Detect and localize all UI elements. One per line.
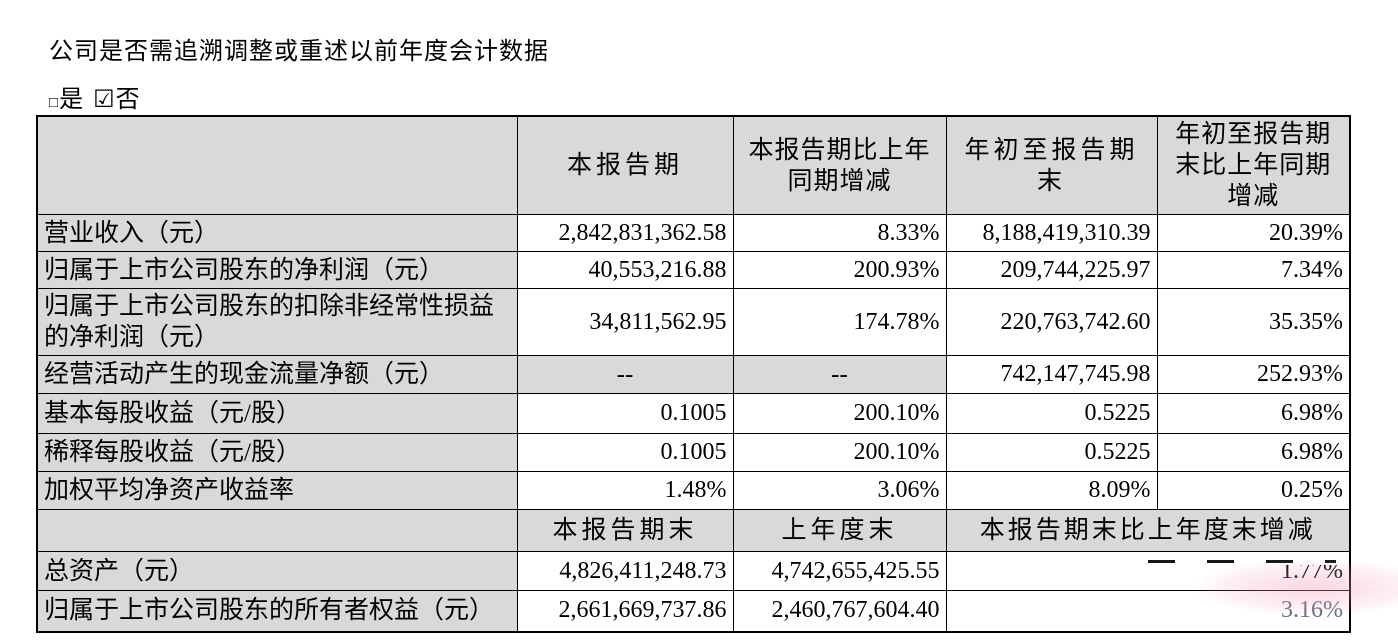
cell-yoy-change: 8.33% bbox=[732, 214, 947, 252]
row-label: 总资产（元） bbox=[36, 551, 518, 591]
table-row: 归属于上市公司股东的扣除非经常性损益的净利润（元） 34,811,562.95 … bbox=[36, 288, 1351, 356]
cell-ytd: 220,763,742.60 bbox=[945, 288, 1158, 356]
table-row: 基本每股收益（元/股） 0.1005 200.10% 0.5225 6.98% bbox=[36, 393, 1351, 434]
row-label: 经营活动产生的现金流量净额（元） bbox=[36, 355, 518, 394]
checkbox-checked-icon: ☑ bbox=[93, 87, 115, 113]
cell-ytd: 0.5225 bbox=[945, 393, 1158, 434]
cell-current-period: 0.1005 bbox=[516, 393, 734, 434]
cell-current-period: -- bbox=[516, 355, 734, 394]
table-header-row-yearend: 本报告期末 上年度末 本报告期末比上年度末增减 bbox=[36, 509, 1351, 552]
row-label: 基本每股收益（元/股） bbox=[36, 393, 518, 434]
option-no-label: 否 bbox=[115, 87, 140, 113]
cell-current-period: 2,842,831,362.58 bbox=[516, 214, 734, 252]
cell-ytd-change: 6.98% bbox=[1156, 393, 1351, 434]
cell-ytd-change: 252.93% bbox=[1156, 355, 1351, 394]
cell-change-vs-prior-year-end: 3.16% bbox=[945, 590, 1351, 632]
table-row: 加权平均净资产收益率 1.48% 3.06% 8.09% 0.25% bbox=[36, 471, 1351, 510]
cell-current-period: 34,811,562.95 bbox=[516, 288, 734, 356]
row-label: 归属于上市公司股东的所有者权益（元） bbox=[36, 590, 518, 632]
cell-ytd-change: 6.98% bbox=[1156, 433, 1351, 472]
cell-yoy-change: 174.78% bbox=[732, 288, 947, 356]
table-row: 经营活动产生的现金流量净额（元） -- -- 742,147,745.98 25… bbox=[36, 355, 1351, 394]
cell-ytd: 742,147,745.98 bbox=[945, 355, 1158, 394]
table-header-row-period: 本报告期 本报告期比上年同期增减 年初至报告期末 年初至报告期末比上年同期增减 bbox=[36, 115, 1351, 215]
cell-period-end: 4,826,411,248.73 bbox=[516, 551, 734, 591]
cell-period-end: 2,661,669,737.86 bbox=[516, 590, 734, 632]
cell-current-period: 0.1005 bbox=[516, 433, 734, 472]
corner-empty-cell bbox=[36, 115, 518, 215]
col-header-current-period: 本报告期 bbox=[516, 115, 734, 215]
row-label: 营业收入（元） bbox=[36, 214, 518, 252]
financial-summary-table: 本报告期 本报告期比上年同期增减 年初至报告期末 年初至报告期末比上年同期增减 … bbox=[36, 115, 1351, 633]
question-text: 公司是否需追溯调整或重述以前年度会计数据 bbox=[49, 39, 549, 65]
checkbox-unchecked-icon: □ bbox=[49, 95, 59, 111]
corner-empty-cell bbox=[36, 509, 518, 552]
cell-ytd: 0.5225 bbox=[945, 433, 1158, 472]
col-header-ytd: 年初至报告期末 bbox=[945, 115, 1158, 215]
cell-ytd-change: 7.34% bbox=[1156, 251, 1351, 289]
table-row: 营业收入（元） 2,842,831,362.58 8.33% 8,188,419… bbox=[36, 214, 1351, 252]
restatement-options: □是 ☑否 bbox=[49, 79, 140, 114]
row-label: 归属于上市公司股东的扣除非经常性损益的净利润（元） bbox=[36, 288, 518, 356]
cell-ytd-change: 35.35% bbox=[1156, 288, 1351, 356]
table-row: 稀释每股收益（元/股） 0.1005 200.10% 0.5225 6.98% bbox=[36, 433, 1351, 472]
table-row: 归属于上市公司股东的净利润（元） 40,553,216.88 200.93% 2… bbox=[36, 251, 1351, 289]
cell-ytd: 209,744,225.97 bbox=[945, 251, 1158, 289]
cell-yoy-change: 200.10% bbox=[732, 393, 947, 434]
col-header-current-period-yoy: 本报告期比上年同期增减 bbox=[732, 115, 947, 215]
row-label: 稀释每股收益（元/股） bbox=[36, 433, 518, 472]
cell-yoy-change: -- bbox=[732, 355, 947, 394]
cell-yoy-change: 200.10% bbox=[732, 433, 947, 472]
cell-prior-year-end: 4,742,655,425.55 bbox=[732, 551, 947, 591]
row-label: 加权平均净资产收益率 bbox=[36, 471, 518, 510]
col-header-period-end: 本报告期末 bbox=[516, 509, 734, 552]
cell-change-vs-prior-year-end: 1.77% bbox=[945, 551, 1351, 591]
col-header-ytd-yoy: 年初至报告期末比上年同期增减 bbox=[1156, 115, 1351, 215]
option-yes-label: 是 bbox=[59, 87, 84, 113]
col-header-change-vs-prior-year-end: 本报告期末比上年度末增减 bbox=[945, 509, 1351, 552]
cell-ytd: 8,188,419,310.39 bbox=[945, 214, 1158, 252]
table-row: 归属于上市公司股东的所有者权益（元） 2,661,669,737.86 2,46… bbox=[36, 590, 1351, 632]
cell-yoy-change: 3.06% bbox=[732, 471, 947, 510]
cell-prior-year-end: 2,460,767,604.40 bbox=[732, 590, 947, 632]
cell-yoy-change: 200.93% bbox=[732, 251, 947, 289]
cell-current-period: 40,553,216.88 bbox=[516, 251, 734, 289]
row-label: 归属于上市公司股东的净利润（元） bbox=[36, 251, 518, 289]
cell-ytd-change: 20.39% bbox=[1156, 214, 1351, 252]
table-row: 总资产（元） 4,826,411,248.73 4,742,655,425.55… bbox=[36, 551, 1351, 591]
cell-ytd-change: 0.25% bbox=[1156, 471, 1351, 510]
col-header-prior-year-end: 上年度末 bbox=[732, 509, 947, 552]
cell-current-period: 1.48% bbox=[516, 471, 734, 510]
cell-ytd: 8.09% bbox=[945, 471, 1158, 510]
